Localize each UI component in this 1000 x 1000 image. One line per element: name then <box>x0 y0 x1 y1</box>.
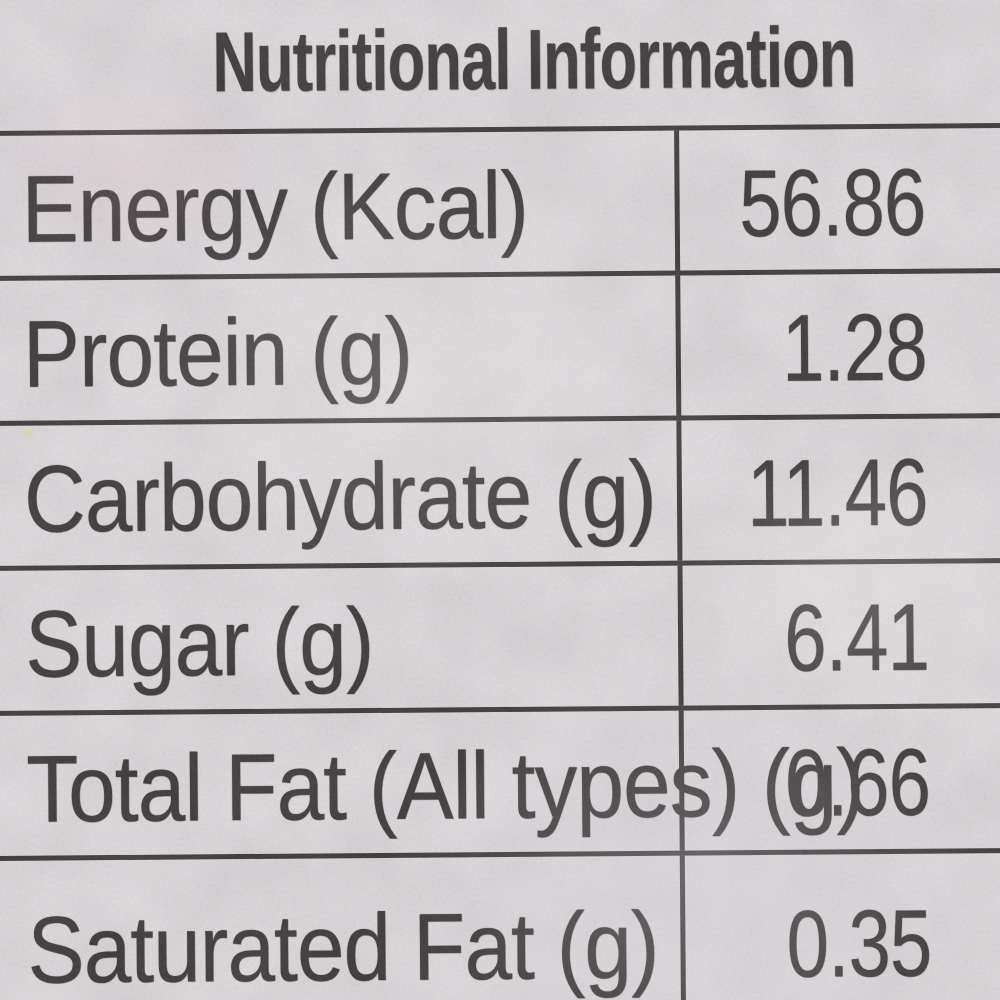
nutrient-name-cell: Saturated Fat (g) <box>0 856 681 1000</box>
nutrient-name-cell: Protein (g) <box>0 276 676 421</box>
nutrient-value-cell: 6.41 <box>677 562 1000 706</box>
nutrient-name: Energy (Kcal) <box>21 152 529 263</box>
nutrient-value-cell: 1.28 <box>675 272 1000 416</box>
nutrient-value-cell: 11.46 <box>676 417 1000 561</box>
nutrient-value-cell: 56.86 <box>674 127 1000 271</box>
nutrient-name-cell: Carbohydrate (g) <box>0 421 677 566</box>
nutrient-name-cell: Energy (Kcal) <box>0 131 675 276</box>
table-row-total-fat: Total Fat (All types) (g) 0.66 <box>0 707 1000 862</box>
nutrient-name: Saturated Fat (g) <box>27 892 659 1000</box>
table-row-sugar: Sugar (g) 6.41 <box>0 562 1000 717</box>
table-title-block: Nutritional Information <box>0 0 1000 137</box>
nutrient-name: Total Fat (All types) (g) <box>25 729 865 843</box>
nutrient-value: 56.86 <box>739 149 927 257</box>
table-row-energy: Energy (Kcal) 56.86 <box>0 127 1000 282</box>
nutrient-value: 6.41 <box>783 584 930 692</box>
nutrient-name: Protein (g) <box>22 298 413 408</box>
table-row-carbohydrate: Carbohydrate (g) 11.46 <box>0 417 1000 572</box>
nutrient-value: 11.46 <box>746 439 929 547</box>
table-row-saturated-fat: Saturated Fat (g) 0.35 <box>0 852 1000 1000</box>
nutrient-value-cell: 0.35 <box>679 852 1000 1000</box>
nutrient-value: 0.66 <box>785 729 931 837</box>
table-row-protein: Protein (g) 1.28 <box>0 272 1000 427</box>
nutrient-name: Sugar (g) <box>24 588 374 698</box>
nutrient-name-cell: Total Fat (All types) (g) <box>0 711 864 856</box>
nutrient-name: Carbohydrate (g) <box>23 441 657 553</box>
nutrient-value: 1.28 <box>781 294 928 402</box>
table-title: Nutritional Information <box>212 9 857 110</box>
nutrient-value: 0.35 <box>786 890 932 998</box>
nutrient-name-cell: Sugar (g) <box>0 566 679 711</box>
